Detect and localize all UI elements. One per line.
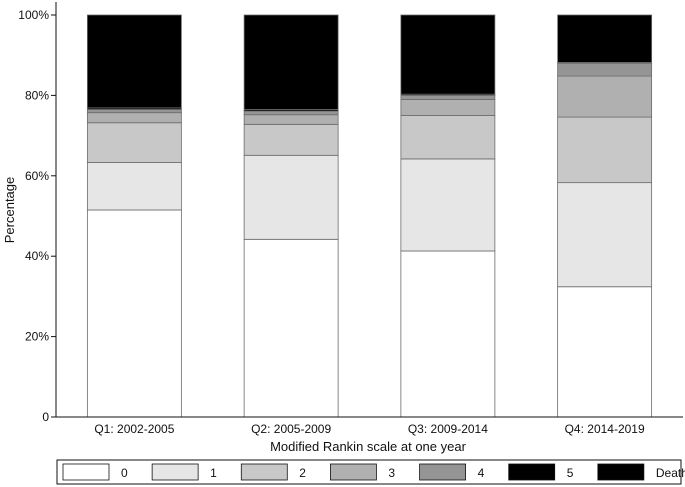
bar-segment-1-4 <box>557 182 653 288</box>
bar-segment-3-3 <box>400 99 496 116</box>
y-tick-label: 80% <box>25 88 49 102</box>
bar-segment-1-2 <box>243 154 339 240</box>
axes-group: 0 20% 40% 60% 80% 100% <box>18 2 683 424</box>
legend-swatch-1 <box>151 463 199 481</box>
bar-segment-4-4 <box>557 62 653 77</box>
bar-segment-3-4 <box>557 75 653 118</box>
bar-segment-3-2 <box>243 114 339 125</box>
legend: 0 1 2 3 4 5 Death <box>56 459 685 485</box>
bars-group: Q1: 2002-2005 Q2: 2005-2009 Q3: 2009-2014 Q… <box>86 14 653 436</box>
bar-segment-2-3 <box>400 115 496 160</box>
legend-label-death: Death <box>656 466 685 480</box>
y-tick-label: 60% <box>25 169 49 183</box>
legend-swatch-4 <box>419 463 466 481</box>
legend-label-0: 0 <box>121 466 128 480</box>
x-tick-label: Q2: 2005-2009 <box>251 422 331 436</box>
bar-segment-3-1 <box>86 112 182 124</box>
legend-label-3: 3 <box>388 466 395 480</box>
legend-swatch-2 <box>240 463 288 481</box>
x-tick-label: Q3: 2009-2014 <box>408 422 488 436</box>
bar-segment-1-3 <box>400 158 496 252</box>
y-tick-label: 0 <box>42 410 49 424</box>
legend-label-4: 4 <box>478 466 485 480</box>
bar-segment-1-1 <box>86 162 182 211</box>
x-tick-label: Q1: 2002-2005 <box>94 422 174 436</box>
bar-segment-0-2 <box>243 238 339 418</box>
bar-segment-0-4 <box>557 286 653 418</box>
bar-segment-4-1 <box>86 109 182 114</box>
bar-segment-0-3 <box>400 250 496 418</box>
legend-label-1: 1 <box>210 466 217 480</box>
bar-segment-2-1 <box>86 122 182 163</box>
legend-swatch-3 <box>330 463 377 481</box>
y-tick-label: 20% <box>25 330 49 344</box>
legend-label-5: 5 <box>567 466 574 480</box>
legend-swatch-death <box>597 463 645 481</box>
x-axis-label: Modified Rankin scale at one year <box>270 439 467 454</box>
y-axis-label: Percentage <box>2 177 17 244</box>
bar-segment-4-3 <box>400 95 496 100</box>
legend-swatch-0 <box>62 463 110 481</box>
bar-segment-4-2 <box>243 110 339 116</box>
bar-segment-death-1 <box>86 14 182 109</box>
bar-segment-2-4 <box>557 116 653 184</box>
bar-segment-0-1 <box>86 209 182 418</box>
y-tick-label: 40% <box>25 249 49 263</box>
bar-segment-death-3 <box>400 14 496 95</box>
bar-segment-2-2 <box>243 123 339 156</box>
bar-segment-death-2 <box>243 14 339 110</box>
bar-segment-death-4 <box>557 14 653 63</box>
y-tick-label: 100% <box>18 8 49 22</box>
legend-label-2: 2 <box>299 466 306 480</box>
x-tick-label: Q4: 2014-2019 <box>565 422 645 436</box>
legend-swatch-5 <box>508 463 556 481</box>
